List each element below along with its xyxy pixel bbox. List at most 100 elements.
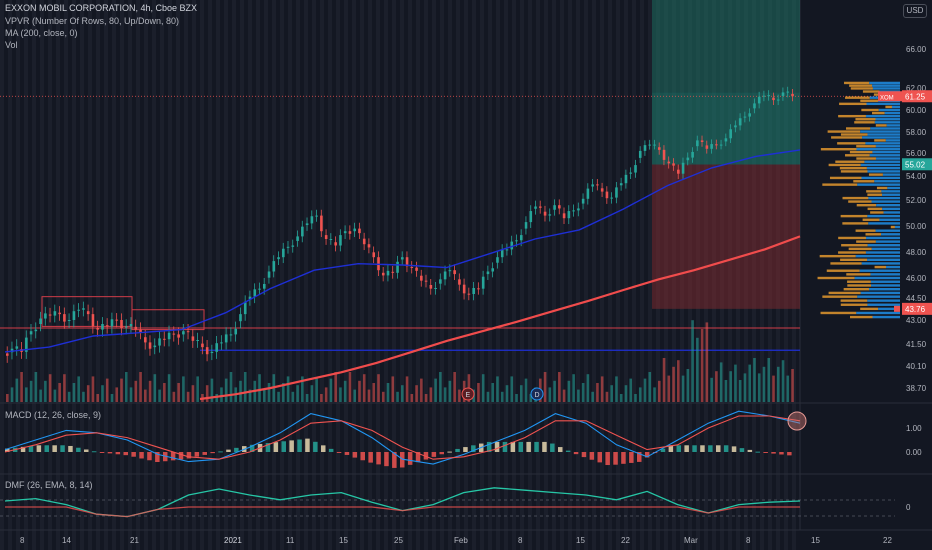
candle-body (386, 270, 390, 276)
vp-bar-up (871, 284, 900, 287)
vp-bar-up (882, 173, 900, 176)
vp-bar-up (886, 124, 900, 127)
bg-stripe (520, 0, 524, 550)
macd-histogram-bar (281, 441, 286, 452)
candles (6, 86, 794, 363)
vp-bar-down (867, 207, 883, 211)
volume-bar (724, 380, 728, 402)
candle-body (72, 311, 76, 320)
volume-bar (25, 387, 28, 402)
volume-bar (519, 385, 523, 402)
candle-body (553, 205, 556, 210)
macd-tick-label: 1.00 (906, 424, 922, 433)
volume-bar (296, 385, 299, 402)
volume-bar (39, 389, 42, 402)
candle-body (58, 312, 61, 315)
volume-bar (410, 394, 414, 402)
volume-bar (481, 374, 485, 402)
candle-body (305, 223, 309, 226)
volume-bar (362, 374, 366, 402)
candle-body (329, 239, 333, 240)
vp-bar-down (838, 251, 866, 254)
candle-body (686, 157, 690, 161)
vp-bar-down (828, 163, 861, 167)
volume-bar (529, 394, 533, 402)
volume-bar (634, 394, 637, 402)
volume-bar (139, 372, 142, 402)
macd-histogram-bar (313, 441, 318, 452)
candle-body (239, 314, 242, 322)
volume-bar (615, 376, 618, 402)
vp-bar-down (874, 265, 887, 269)
volume-bar (358, 380, 361, 402)
volume-bar (653, 387, 656, 402)
candle-body (515, 240, 518, 242)
macd-histogram-bar (447, 451, 452, 453)
bg-stripe (224, 0, 228, 550)
vp-bar-down (841, 244, 868, 247)
volume-bar (229, 372, 233, 402)
volume-bar (558, 372, 561, 402)
event-label: E (466, 392, 471, 399)
bg-stripe (504, 0, 508, 550)
macd-histogram-bar (423, 452, 429, 460)
vp-bar-down (862, 90, 880, 93)
macd-histogram-bar (676, 445, 681, 452)
volume-bar (348, 372, 352, 402)
volume-bar (262, 389, 266, 402)
candle-body (215, 343, 218, 352)
macd-histogram-bar (384, 452, 389, 467)
bg-stripe (488, 0, 492, 550)
candle-body (39, 318, 42, 324)
position-stop-zone (652, 164, 800, 309)
volume-bar (215, 394, 218, 402)
macd-histogram-bar (368, 452, 373, 463)
volume-bar (20, 372, 23, 402)
candle-body (91, 314, 95, 327)
macd-histogram-bar (510, 441, 516, 452)
vp-bar-down (844, 81, 870, 85)
macd-histogram-bar (400, 452, 405, 468)
bg-stripe (16, 0, 20, 550)
bg-stripe (536, 0, 540, 550)
bg-stripe (216, 0, 220, 550)
volume-bar (772, 375, 775, 402)
vp-bar-down (837, 142, 866, 145)
macd-histogram-bar (534, 441, 539, 452)
volume-bar (163, 383, 166, 402)
vp-bar-up (881, 233, 900, 236)
volume-bar (58, 383, 61, 402)
candle-body (434, 288, 437, 289)
candle-body (115, 319, 119, 321)
volume-bar (396, 391, 399, 402)
macd-histogram-bar (52, 445, 57, 452)
time-tick-label: 11 (286, 536, 295, 545)
volume-bar (629, 378, 633, 402)
macd-histogram-bar (455, 448, 460, 452)
volume-bar (738, 380, 742, 402)
bg-stripe (384, 0, 388, 550)
candle-body (144, 337, 147, 343)
vp-bar-up (891, 105, 900, 109)
bg-stripe (624, 0, 628, 550)
macd-histogram-bar (321, 445, 326, 452)
candle-body (315, 215, 318, 217)
candle-body (715, 144, 718, 146)
macd-histogram-bar (84, 449, 89, 452)
volume-bar (562, 389, 566, 402)
vp-bar-down (862, 218, 880, 221)
volume-bar (491, 383, 495, 402)
macd-histogram-bar (597, 452, 602, 463)
price-tick-label: 46.00 (906, 274, 927, 283)
bg-stripe (376, 0, 380, 550)
candle-body (562, 213, 566, 219)
macd-histogram-bar (107, 452, 113, 454)
bg-stripe (496, 0, 500, 550)
vp-bar-down (847, 280, 871, 283)
volume-bar (258, 374, 261, 402)
candle-body (672, 163, 675, 166)
currency-badge[interactable]: USD (903, 4, 927, 18)
candle-body (367, 244, 371, 248)
candle-body (453, 270, 456, 275)
